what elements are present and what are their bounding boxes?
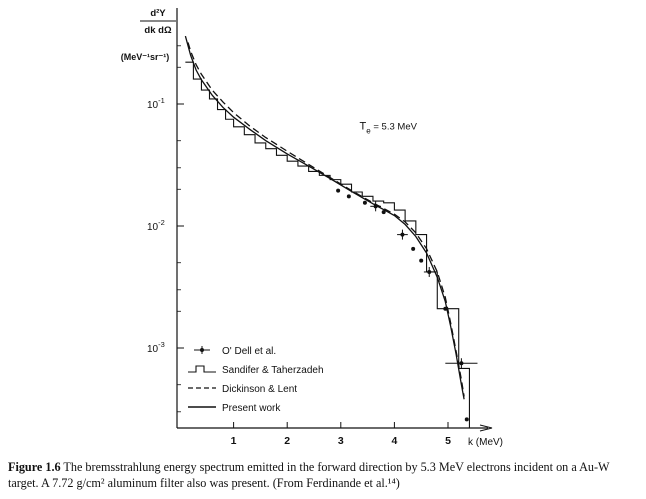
- y-tick-label: 10-2: [147, 218, 165, 233]
- x-axis-label: k (MeV): [468, 437, 503, 448]
- x-tick-label: 3: [338, 435, 344, 447]
- odell-data-point: [464, 417, 469, 422]
- y-tick-label: 10-1: [147, 96, 165, 111]
- x-axis-arrow: [479, 424, 493, 432]
- legend-label: Sandifer & Taherzadeh: [222, 365, 324, 376]
- odell-data-point: [381, 210, 386, 215]
- y-tick-exponent: -3: [158, 340, 165, 349]
- legend-symbol-points: [200, 348, 204, 352]
- x-tick-label: 2: [284, 435, 290, 447]
- odell-data-point: [336, 188, 341, 193]
- y-tick-exponent: -2: [158, 218, 165, 227]
- odell-data-point: [419, 258, 424, 263]
- odell-data-point: [346, 194, 351, 199]
- energy-annotation: Te = 5.3 MeV: [360, 120, 418, 135]
- y-axis-label-numerator: d²Y: [150, 8, 166, 19]
- legend-label: Dickinson & Lent: [222, 384, 297, 395]
- series-present-work-curve: [184, 35, 465, 400]
- energy-annotation-value: = 5.3 MeV: [371, 121, 418, 132]
- chart-labels: d²Y dk dΩ (MeV⁻¹sr⁻¹) k (MeV) Te = 5.3 MeV: [121, 8, 503, 448]
- y-tick-label: 10-3: [147, 340, 165, 355]
- y-axis-label-denominator: dk dΩ: [144, 25, 172, 36]
- x-tick-label: 1: [231, 435, 237, 447]
- chart-series: [184, 35, 478, 428]
- figure-caption: Figure 1.6 The bremsstrahlung energy spe…: [8, 459, 640, 491]
- chart-legend: O' Dell et al. Sandifer & Taherzadeh Dicki…: [188, 346, 324, 414]
- y-axis-label-units: (MeV⁻¹sr⁻¹): [121, 52, 170, 62]
- caption-text: The bremsstrahlung energy spectrum emitt…: [8, 460, 610, 490]
- odell-data-point: [411, 246, 416, 251]
- caption-label: Figure 1.6: [8, 460, 61, 474]
- energy-annotation-subscript: e: [366, 126, 371, 135]
- odell-data-point: [362, 200, 367, 205]
- x-tick-label: 5: [445, 435, 451, 447]
- chart-ticks: 1 2 3 4 5 10-1 10-2 10-3: [147, 45, 451, 447]
- legend-label: O' Dell et al.: [222, 346, 276, 357]
- series-dickinson-lent-curve: [187, 42, 465, 397]
- legend-label: Present work: [222, 403, 281, 414]
- y-tick-exponent: -1: [158, 96, 165, 105]
- bremsstrahlung-spectrum-chart: 1 2 3 4 5 10-1 10-2 10-3 O' Dell et al. Sandifer…: [121, 8, 503, 448]
- legend-symbol-step: [188, 365, 216, 373]
- x-tick-label: 4: [391, 435, 397, 447]
- chart-axes: [176, 8, 493, 432]
